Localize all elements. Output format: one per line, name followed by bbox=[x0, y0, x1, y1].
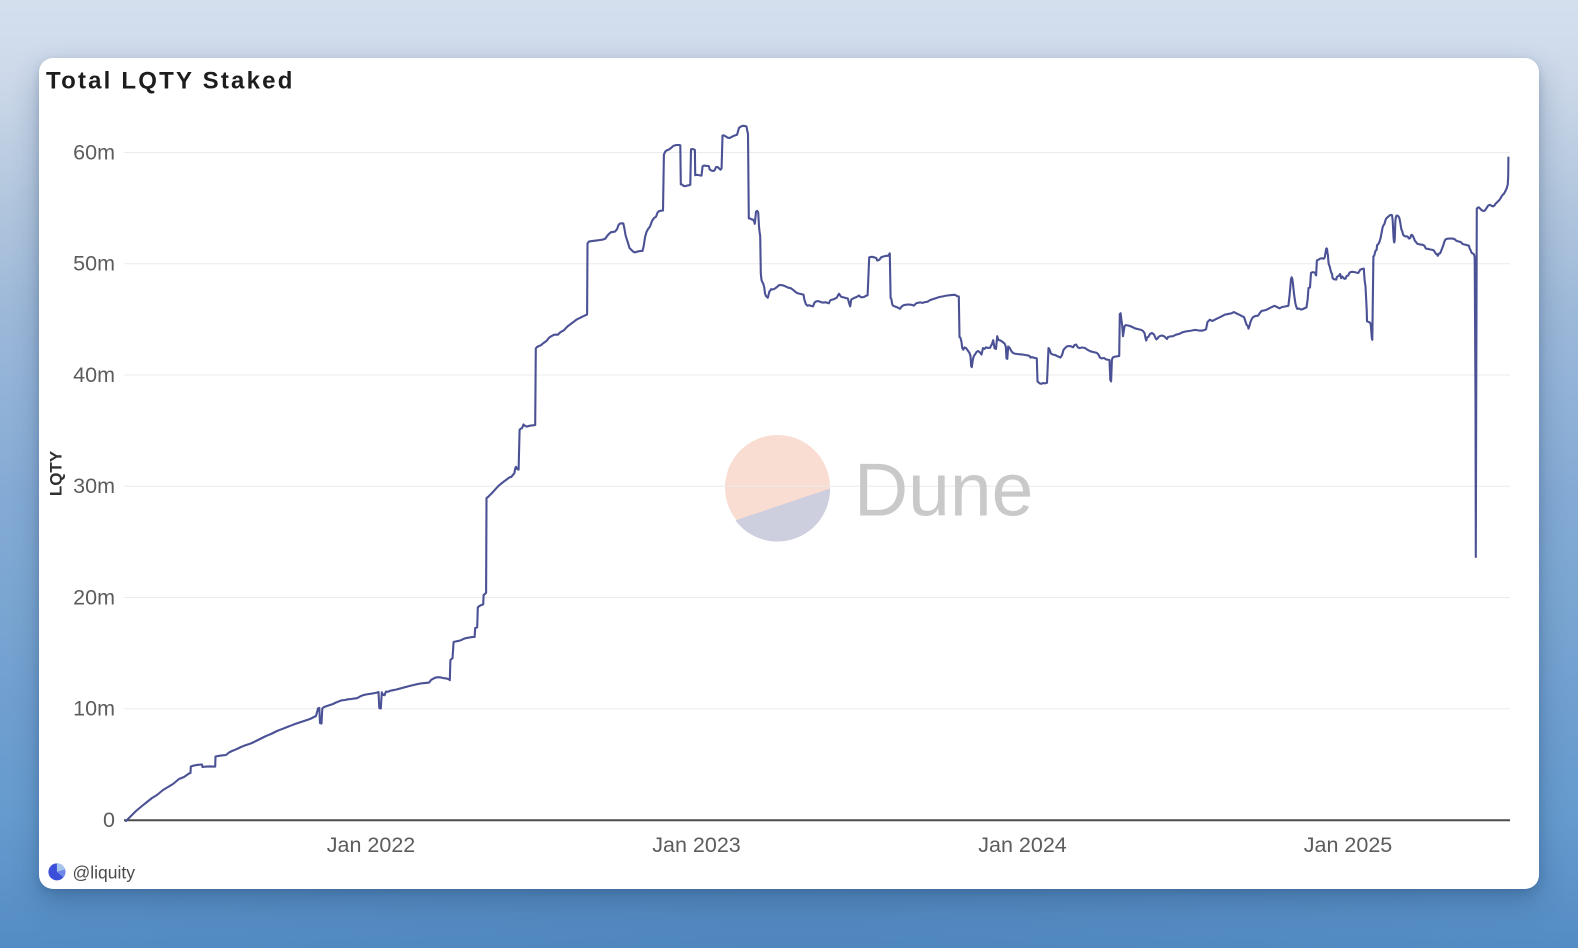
svg-text:Jan 2024: Jan 2024 bbox=[978, 833, 1067, 857]
svg-text:Jan 2023: Jan 2023 bbox=[652, 833, 741, 857]
svg-text:Jan 2022: Jan 2022 bbox=[327, 833, 415, 857]
svg-text:30m: 30m bbox=[73, 474, 115, 498]
svg-text:Dune: Dune bbox=[854, 448, 1033, 532]
svg-text:Jan 2025: Jan 2025 bbox=[1304, 833, 1393, 857]
svg-text:LQTY: LQTY bbox=[47, 450, 66, 496]
svg-text:10m: 10m bbox=[73, 697, 115, 721]
svg-text:Total LQTY Staked: Total LQTY Staked bbox=[46, 68, 295, 95]
svg-text:@liquity: @liquity bbox=[73, 863, 136, 883]
svg-text:40m: 40m bbox=[73, 363, 115, 387]
svg-text:60m: 60m bbox=[73, 141, 115, 165]
svg-text:0: 0 bbox=[103, 808, 115, 832]
svg-text:50m: 50m bbox=[73, 252, 115, 276]
svg-text:20m: 20m bbox=[73, 586, 115, 610]
